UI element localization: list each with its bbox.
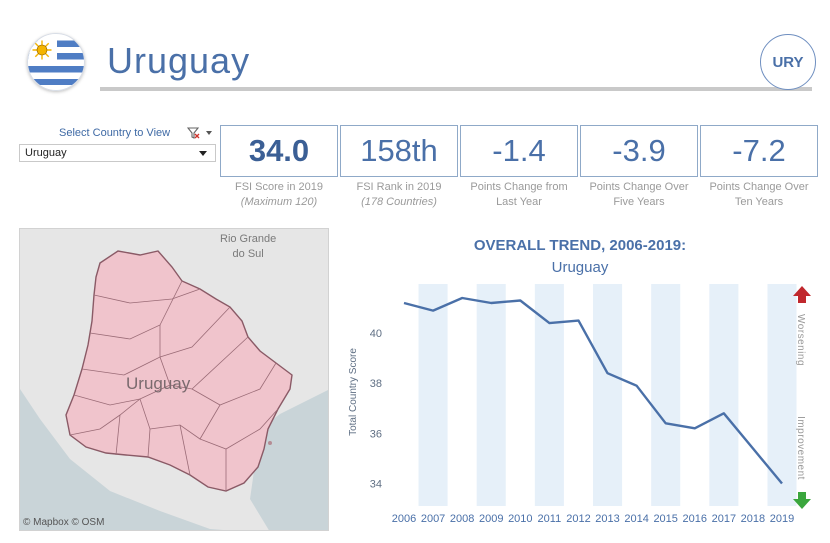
- neighbor-label-line1: Rio Grande: [220, 233, 277, 245]
- x-tick-label: 2009: [479, 513, 503, 525]
- map-dot: [268, 441, 272, 445]
- year-band: [476, 284, 506, 506]
- kpi-caption-sub: (178 Countries): [361, 196, 437, 208]
- kpi-caption-line: Points Change Over: [709, 181, 809, 193]
- neighbor-region-label: Rio Grande do Sul: [220, 232, 276, 262]
- improvement-arrow-icon: [793, 492, 811, 509]
- kpi-change-five-years: -3.9: [580, 125, 698, 177]
- year-band: [534, 284, 564, 506]
- chevron-down-icon: [199, 151, 207, 156]
- x-tick-label: 2013: [595, 513, 619, 525]
- chart-subtitle: Uruguay: [551, 259, 609, 276]
- trend-series-line[interactable]: [403, 296, 783, 485]
- y-axis-label: Total Country Score: [348, 348, 359, 436]
- x-tick-label: 2019: [770, 513, 794, 525]
- year-band: [651, 284, 681, 506]
- kpi-caption-last-year: Points Change from Last Year: [460, 180, 578, 210]
- kpi-caption-sub: Ten Years: [734, 196, 784, 208]
- kpi-caption-sub: (Maximum 120): [240, 196, 318, 208]
- kpi-caption-line: Points Change Over: [589, 181, 689, 193]
- y-tick-label: 38: [370, 378, 382, 390]
- map-canvas[interactable]: [20, 229, 329, 531]
- kpi-change-last-year: -1.4: [460, 125, 578, 177]
- kpi-caption-line: FSI Rank in 2019: [356, 181, 442, 193]
- map-country-label: Uruguay: [126, 374, 191, 393]
- x-tick-label: 2008: [450, 513, 474, 525]
- department-borders: [69, 280, 279, 491]
- year-band: [767, 284, 797, 506]
- kpi-caption-fsi-rank: FSI Rank in 2019 (178 Countries): [340, 180, 458, 210]
- title-underline: [100, 87, 812, 91]
- uruguay-flag-icon: [27, 33, 85, 91]
- country-selector-label: Select Country to View: [59, 127, 171, 139]
- kpi-caption-line: FSI Score in 2019: [234, 181, 324, 193]
- kpi-caption-ten-years: Points Change Over Ten Years: [700, 180, 818, 210]
- neighbor-label-line2: do Sul: [232, 248, 264, 260]
- improvement-label: Improvement: [795, 416, 806, 480]
- sea-area: [20, 389, 224, 530]
- x-tick-label: 2018: [741, 513, 765, 525]
- chart-title: OVERALL TREND, 2006-2019:: [473, 237, 687, 254]
- y-tick-label: 34: [370, 478, 382, 490]
- x-tick-label: 2010: [508, 513, 532, 525]
- kpi-caption-line: Points Change from: [470, 181, 568, 193]
- country-code-badge: URY: [760, 34, 816, 90]
- x-tick-label: 2011: [538, 513, 562, 525]
- x-tick-label: 2014: [624, 513, 648, 525]
- map-attribution[interactable]: © Mapbox © OSM: [23, 517, 105, 528]
- kpi-caption-sub: Five Years: [613, 196, 665, 208]
- kpi-caption-fsi-score: FSI Score in 2019 (Maximum 120): [220, 180, 338, 210]
- year-band: [709, 284, 739, 506]
- year-band: [593, 284, 623, 506]
- country-map[interactable]: Rio Grande do Sul Uruguay © Mapbox © OSM: [19, 228, 329, 531]
- kpi-fsi-score: 34.0: [220, 125, 338, 177]
- filter-clear-icon[interactable]: [187, 126, 213, 140]
- kpi-fsi-rank: 158th: [340, 125, 458, 177]
- y-tick-label: 36: [370, 428, 382, 440]
- sun-of-may-icon: [32, 40, 52, 60]
- kpi-caption-sub: Last Year: [496, 196, 542, 208]
- kpi-caption-five-years: Points Change Over Five Years: [580, 180, 698, 210]
- country-dropdown-value: Uruguay: [25, 147, 67, 159]
- trend-line-chart[interactable]: 34 36 38 40 2006 2007 2008 2009 2010 2011 2012 201…: [340, 280, 820, 530]
- x-tick-label: 2006: [392, 513, 416, 525]
- x-tick-label: 2015: [653, 513, 677, 525]
- x-tick-label: 2016: [683, 513, 707, 525]
- worsening-arrow-icon: [793, 286, 811, 303]
- year-band: [418, 284, 448, 506]
- x-tick-label: 2012: [566, 513, 590, 525]
- y-tick-label: 40: [370, 328, 382, 340]
- worsening-label: Worsening: [795, 314, 806, 366]
- x-tick-label: 2017: [712, 513, 736, 525]
- country-dropdown[interactable]: Uruguay: [19, 144, 216, 162]
- kpi-change-ten-years: -7.2: [700, 125, 818, 177]
- page-title: Uruguay: [107, 40, 251, 81]
- x-tick-label: 2007: [421, 513, 445, 525]
